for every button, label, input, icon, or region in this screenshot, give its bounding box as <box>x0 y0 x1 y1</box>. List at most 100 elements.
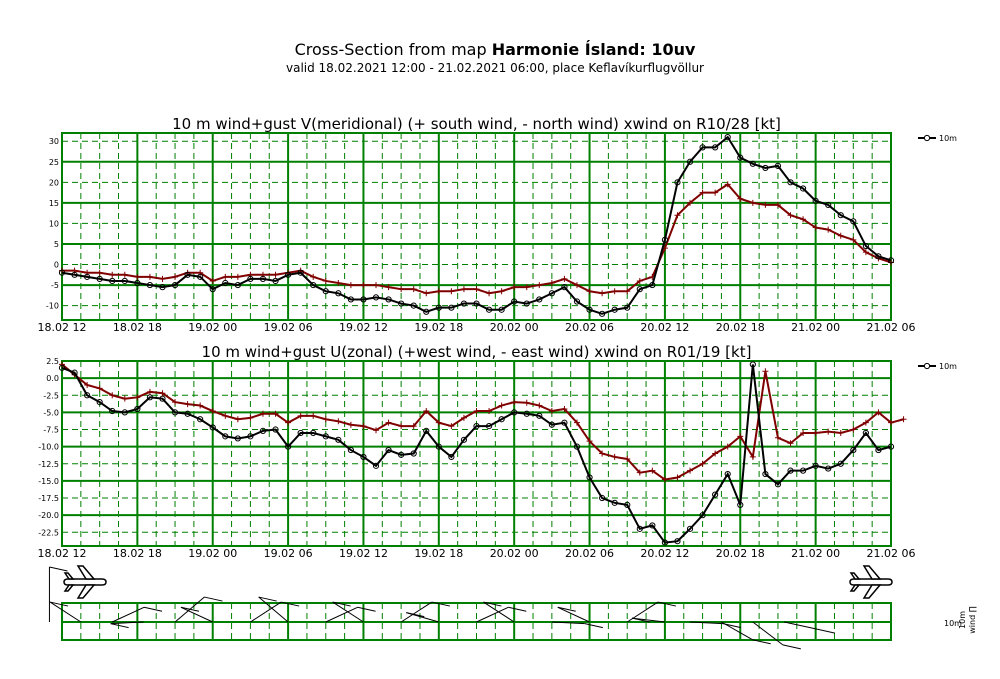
x-tick-label: 20.02 06 <box>565 321 614 334</box>
data-point <box>837 429 844 436</box>
data-point <box>473 422 480 430</box>
y-tick-label: -10 <box>46 302 59 311</box>
y-tick-label: -7.5 <box>43 426 59 435</box>
plot-frame <box>61 132 892 321</box>
data-point <box>875 253 882 260</box>
data-point <box>222 433 229 440</box>
y-tick-label: -5.0 <box>43 408 59 417</box>
title-prefix: Cross-Section from map <box>294 40 492 59</box>
data-point <box>284 271 292 278</box>
x-tick-label: 19.02 06 <box>264 547 313 560</box>
barb-legend-label: 10m <box>944 619 962 628</box>
data-point <box>360 453 367 461</box>
data-point <box>297 412 304 419</box>
wind-barb <box>49 601 82 623</box>
data-point <box>774 434 781 441</box>
data-point <box>159 275 166 282</box>
data-point <box>599 450 606 457</box>
data-point <box>762 164 769 172</box>
data-point <box>862 242 869 250</box>
wind-barb <box>332 601 364 623</box>
data-point <box>825 226 832 233</box>
data-point <box>121 277 128 285</box>
data-point <box>209 424 216 431</box>
wind-barb <box>690 621 724 625</box>
y-tick-label: -2.5 <box>43 391 59 400</box>
data-point <box>611 453 618 460</box>
plot-frame <box>61 602 892 641</box>
wind-barb-flag <box>631 617 651 623</box>
data-point <box>586 474 593 481</box>
data-point <box>762 368 769 375</box>
data-point <box>58 269 66 276</box>
wind-barb-flag <box>406 612 425 618</box>
y-tick-label: -12.5 <box>38 460 59 469</box>
data-point <box>485 422 493 430</box>
data-point <box>850 218 857 225</box>
data-point <box>322 277 329 284</box>
x-tick-label: 20.02 00 <box>490 547 539 560</box>
data-point <box>310 429 317 437</box>
data-point <box>209 277 216 284</box>
data-point <box>109 407 116 415</box>
data-point <box>435 304 442 311</box>
x-tick-label: 19.02 12 <box>339 321 388 334</box>
data-point <box>335 290 342 297</box>
data-point <box>724 443 731 450</box>
data-point <box>373 282 380 289</box>
data-point <box>787 179 794 186</box>
data-point <box>84 381 91 388</box>
data-point <box>435 443 442 450</box>
data-point <box>674 538 681 545</box>
x-tick-label: 19.02 06 <box>264 321 313 334</box>
data-point <box>385 284 392 291</box>
data-point <box>611 499 618 506</box>
data-point <box>71 369 78 376</box>
data-point <box>234 435 241 442</box>
legend-label: 10m <box>939 134 957 143</box>
y-tick-label: 0 <box>54 261 59 270</box>
wind-barb-flag <box>143 606 163 612</box>
data-point <box>812 429 819 436</box>
data-point <box>96 399 103 406</box>
data-point <box>448 288 455 295</box>
data-point <box>335 436 342 443</box>
x-tick-label: 19.02 18 <box>414 547 463 560</box>
data-point <box>146 388 153 395</box>
data-point <box>523 399 530 406</box>
data-point <box>322 416 329 423</box>
airplane-wings <box>63 565 96 599</box>
x-tick-label: 19.02 18 <box>414 321 463 334</box>
x-tick-label: 21.02 00 <box>791 547 840 560</box>
data-point <box>837 212 844 219</box>
data-point <box>548 421 555 428</box>
data-point <box>435 419 442 426</box>
data-point <box>134 405 141 413</box>
data-point <box>749 199 756 206</box>
data-point <box>423 408 430 415</box>
data-point <box>511 399 518 406</box>
wind-barb <box>557 606 590 623</box>
data-point <box>184 410 191 417</box>
data-point <box>812 224 819 231</box>
data-point <box>171 409 179 416</box>
data-point <box>423 427 430 434</box>
data-point <box>435 288 442 295</box>
data-point <box>347 446 354 454</box>
data-point <box>460 436 468 443</box>
wind-barb-flag <box>431 601 451 607</box>
data-point <box>837 232 844 239</box>
wind-barb <box>631 617 665 623</box>
data-point <box>96 275 103 283</box>
data-point <box>837 460 844 467</box>
data-point <box>799 467 807 474</box>
data-point <box>360 282 367 289</box>
wind-barb-flag <box>816 628 836 634</box>
x-tick-label: 20.02 18 <box>716 321 765 334</box>
y-tick-label: 20 <box>49 178 59 187</box>
data-point <box>121 395 128 402</box>
data-point <box>473 300 480 307</box>
data-point <box>599 290 606 297</box>
data-point <box>900 416 907 423</box>
wind-barb <box>112 606 145 623</box>
